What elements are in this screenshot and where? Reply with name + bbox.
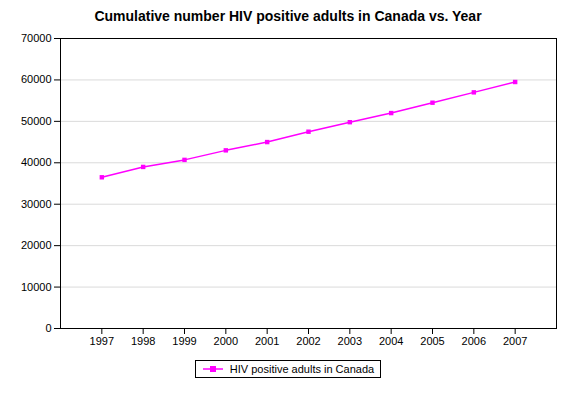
svg-text:1999: 1999 (172, 335, 196, 347)
svg-text:2004: 2004 (379, 335, 403, 347)
svg-text:2003: 2003 (338, 335, 362, 347)
svg-text:0: 0 (45, 322, 51, 334)
svg-text:30000: 30000 (21, 198, 52, 210)
svg-text:2001: 2001 (255, 335, 279, 347)
svg-text:40000: 40000 (21, 156, 52, 168)
svg-text:60000: 60000 (21, 73, 52, 85)
svg-text:1998: 1998 (131, 335, 155, 347)
svg-text:50000: 50000 (21, 115, 52, 127)
svg-text:20000: 20000 (21, 239, 52, 251)
svg-text:10000: 10000 (21, 281, 52, 293)
svg-text:2007: 2007 (503, 335, 527, 347)
svg-text:2002: 2002 (296, 335, 320, 347)
svg-text:70000: 70000 (21, 32, 52, 44)
html-text:Cumulative number HIV positive: Cumulative number HIV positive adults in… (94, 8, 482, 24)
svg-text:2000: 2000 (214, 335, 238, 347)
svg-text:2006: 2006 (462, 335, 486, 347)
svg-text:2005: 2005 (420, 335, 444, 347)
html-text:HIV positive adults in Canada: HIV positive adults in Canada (229, 363, 375, 375)
svg-text:1997: 1997 (90, 335, 114, 347)
